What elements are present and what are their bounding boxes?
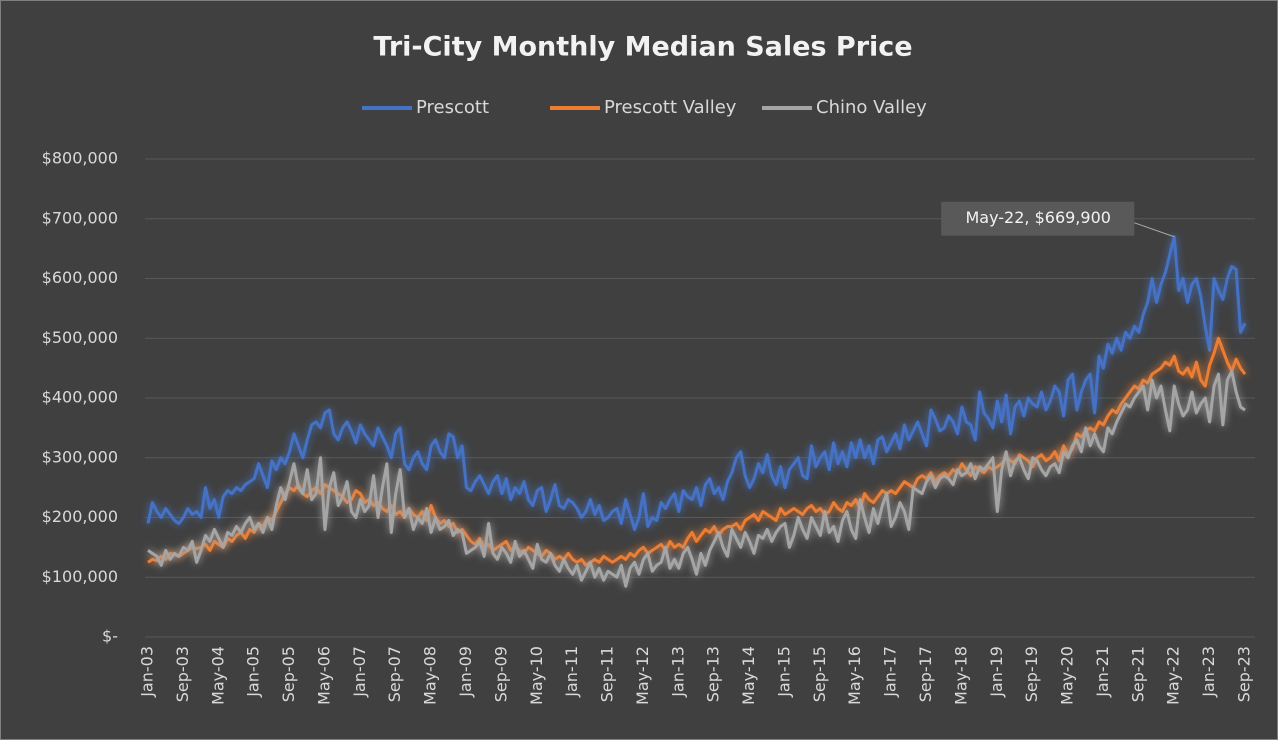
y-tick-label: $400,000: [42, 388, 118, 407]
x-tick-label: May-22: [1164, 646, 1183, 705]
annotation-box: [941, 201, 1135, 236]
x-tick-label: Jan-03: [138, 646, 157, 698]
x-tick-label: May-10: [527, 646, 546, 705]
x-tick-label: Jan-19: [987, 646, 1006, 698]
legend-label: Prescott Valley: [604, 97, 737, 118]
x-tick-label: Jan-09: [456, 646, 475, 698]
x-tick-label: Jan-07: [350, 646, 369, 698]
chart-title: Tri-City Monthly Median Sales Price: [373, 32, 912, 63]
x-tick-label: May-04: [208, 646, 227, 705]
x-tick-label: Jan-23: [1199, 646, 1218, 698]
series-line: [147, 369, 1246, 588]
series-line: [146, 235, 1247, 531]
x-tick-label: Sep-23: [1235, 646, 1254, 702]
annotation-label: May-22, $669,900: [965, 208, 1110, 227]
x-tick-label: Jan-17: [881, 646, 900, 698]
x-tick-label: Sep-07: [385, 646, 404, 702]
x-tick-label: Jan-05: [244, 646, 263, 698]
x-tick-label: Sep-05: [279, 646, 298, 702]
x-tick-label: May-20: [1058, 646, 1077, 705]
x-tick-label: Sep-15: [810, 646, 829, 702]
x-tick-label: May-18: [951, 646, 970, 705]
y-tick-label: $-: [102, 627, 118, 646]
x-tick-label: May-06: [314, 646, 333, 705]
x-tick-label: Sep-03: [173, 646, 192, 702]
x-tick-label: Jan-21: [1093, 646, 1112, 698]
x-tick-label: Sep-19: [1022, 646, 1041, 702]
legend: Prescott Prescott Valley Chino Valley: [362, 97, 927, 118]
x-tick-label: Jan-15: [774, 646, 793, 698]
annotation-leader: [1134, 222, 1175, 238]
x-tick-label: May-08: [421, 646, 440, 705]
y-tick-label: $300,000: [42, 447, 118, 466]
y-tick-label: $600,000: [42, 268, 118, 287]
legend-label: Prescott: [416, 97, 489, 118]
series-line: [147, 336, 1247, 567]
x-tick-label: May-16: [845, 646, 864, 705]
y-tick-label: $700,000: [42, 208, 118, 227]
y-tick-label: $200,000: [42, 507, 118, 526]
x-tick-label: Jan-11: [562, 646, 581, 698]
x-tick-label: Sep-11: [598, 646, 617, 702]
x-tick-label: Sep-17: [916, 646, 935, 702]
x-tick-label: Jan-13: [668, 646, 687, 698]
x-tick-label: May-12: [633, 646, 652, 705]
y-tick-label: $800,000: [42, 149, 118, 168]
y-tick-label: $100,000: [42, 567, 118, 586]
x-tick-label: Sep-21: [1128, 646, 1147, 702]
legend-label: Chino Valley: [816, 97, 927, 118]
x-tick-label: Sep-13: [704, 646, 723, 702]
x-tick-label: May-14: [739, 646, 758, 705]
y-tick-label: $500,000: [42, 328, 118, 347]
x-tick-label: Sep-09: [491, 646, 510, 702]
